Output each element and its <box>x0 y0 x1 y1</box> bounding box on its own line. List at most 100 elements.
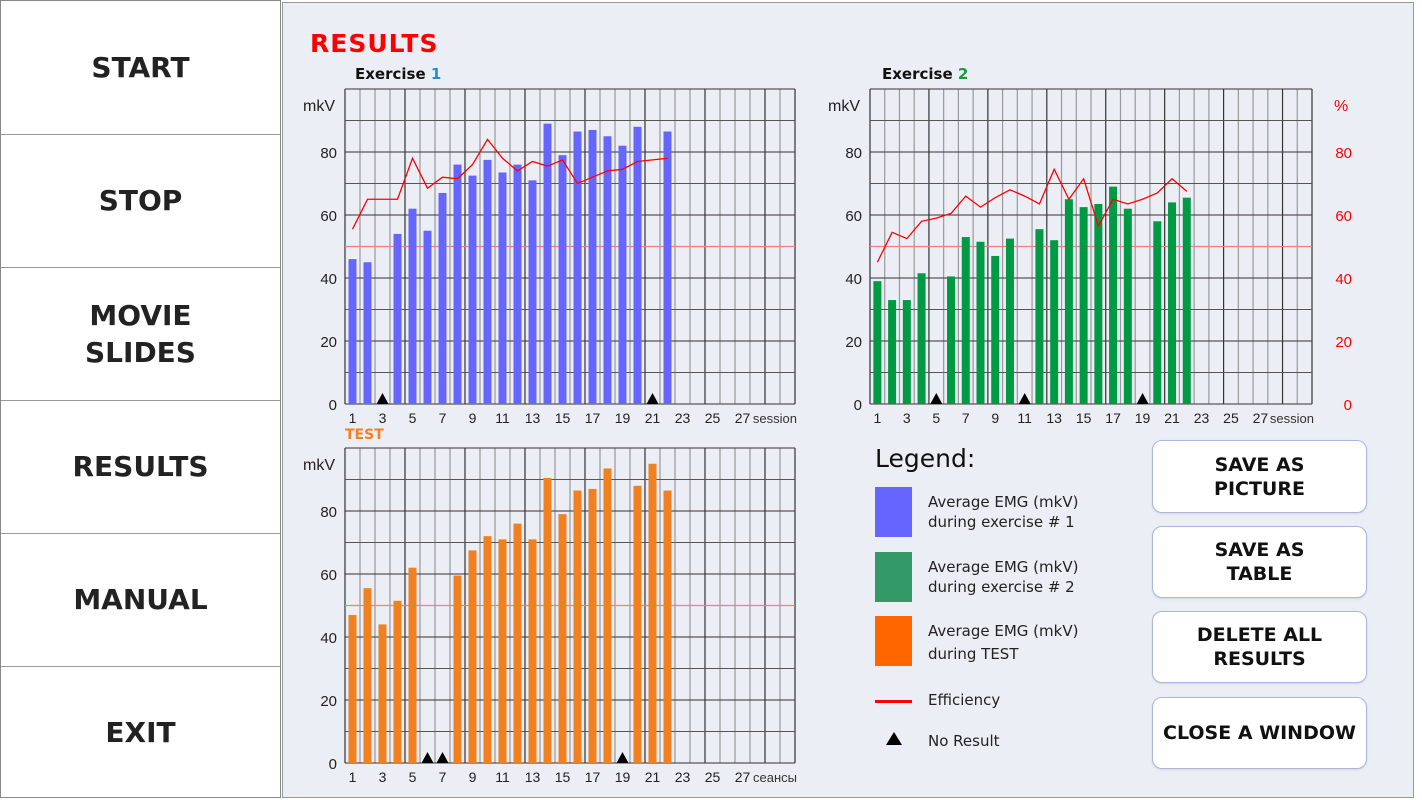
bar <box>393 600 402 763</box>
x-tick-label: 1 <box>349 410 357 426</box>
y-tick-label: 40 <box>320 271 337 288</box>
y2-axis-label: % <box>1334 98 1348 115</box>
efficiency-line-icon <box>875 700 912 703</box>
no-result-marker <box>1018 393 1031 404</box>
bar <box>991 255 1000 404</box>
y-tick-label: 60 <box>845 208 862 225</box>
bar <box>588 488 597 763</box>
x-tick-label: 3 <box>379 410 387 426</box>
efficiency-line <box>351 138 668 230</box>
save-as-picture-button[interactable]: SAVE AS PICTURE <box>1152 440 1367 513</box>
x-tick-label: 25 <box>705 769 721 785</box>
bar <box>348 259 357 404</box>
bar <box>453 164 462 404</box>
no-result-triangle-icon <box>886 732 902 745</box>
bar <box>558 155 567 404</box>
x-tick-label: 27 <box>1253 410 1269 426</box>
y-axis-label: mkV <box>303 98 335 115</box>
save-as-table-button[interactable]: SAVE AS TABLE <box>1152 526 1367 598</box>
bar <box>633 126 642 405</box>
y2-tick-label: 80 <box>1335 145 1352 162</box>
x-tick-label: 1 <box>349 769 357 785</box>
x-tick-label: 25 <box>705 410 721 426</box>
x-tick-label: 19 <box>615 769 631 785</box>
x-tick-label: 3 <box>379 769 387 785</box>
legend-title: Legend: <box>875 444 976 473</box>
x-tick-label: 5 <box>932 410 940 426</box>
movie-slides-button[interactable]: MOVIE SLIDES <box>1 267 280 401</box>
chart-title-number: 1 <box>430 65 442 83</box>
bar <box>663 490 672 763</box>
sidebar: START STOP MOVIE SLIDES RESULTS MANUAL E… <box>0 0 281 798</box>
x-tick-label: 3 <box>903 410 911 426</box>
legend-swatch-exercise-1 <box>875 487 912 537</box>
bar <box>348 614 357 763</box>
x-tick-label: 19 <box>615 410 631 426</box>
bar <box>1035 229 1044 404</box>
bar <box>603 468 612 763</box>
x-tick-label: 13 <box>1046 410 1062 426</box>
chart-title-test: TEST <box>345 427 384 443</box>
bar <box>528 180 537 404</box>
x-tick-label: 13 <box>525 769 541 785</box>
bar <box>902 300 911 404</box>
close-window-button[interactable]: CLOSE A WINDOW <box>1152 697 1367 769</box>
bar <box>468 550 477 763</box>
bar <box>558 514 567 763</box>
bar <box>1182 197 1191 404</box>
x-tick-label: 9 <box>469 410 477 426</box>
bar <box>1153 221 1162 404</box>
y-tick-label: 80 <box>320 145 337 162</box>
bar <box>618 145 627 404</box>
x-tick-label: 17 <box>585 769 601 785</box>
x-tick-label: 25 <box>1223 410 1239 426</box>
y-tick-label: 20 <box>845 334 862 351</box>
y-tick-label: 60 <box>320 208 337 225</box>
x-tick-label: 23 <box>675 410 691 426</box>
x-tick-label: 7 <box>439 410 447 426</box>
x-axis-label: сеансы <box>753 770 797 785</box>
start-button[interactable]: START <box>1 1 280 135</box>
legend-label-exercise-1: Average EMG (mkV) during exercise # 1 <box>928 493 1079 531</box>
bar <box>1005 238 1014 404</box>
results-button[interactable]: RESULTS <box>1 400 280 534</box>
y-axis-label: mkV <box>828 98 860 115</box>
y2-tick-label: 20 <box>1335 334 1352 351</box>
chart-title-exercise-2: Exercise 2 <box>882 65 968 83</box>
bar <box>543 123 552 405</box>
x-tick-label: 17 <box>1105 410 1121 426</box>
y2-tick-label: 40 <box>1335 271 1352 288</box>
x-tick-label: 27 <box>735 769 751 785</box>
x-axis-label: session <box>1270 411 1314 426</box>
x-tick-label: 15 <box>555 410 571 426</box>
bar <box>873 281 882 404</box>
x-axis-label: session <box>753 411 797 426</box>
stop-button[interactable]: STOP <box>1 134 280 268</box>
bar <box>917 273 926 404</box>
bar <box>528 539 537 763</box>
bar <box>498 539 507 763</box>
exit-button[interactable]: EXIT <box>105 716 176 749</box>
no-result-marker <box>436 752 449 763</box>
bar <box>408 208 417 404</box>
no-result-marker <box>930 393 943 404</box>
bar <box>408 567 417 763</box>
bar <box>423 230 432 404</box>
x-tick-label: 21 <box>1164 410 1180 426</box>
x-tick-label: 23 <box>675 769 691 785</box>
bar <box>573 490 582 763</box>
bar <box>543 477 552 763</box>
manual-button[interactable]: MANUAL <box>1 533 280 667</box>
bar <box>393 233 402 404</box>
bar <box>663 131 672 404</box>
bar <box>453 575 462 763</box>
bar <box>513 523 522 763</box>
delete-all-results-button[interactable]: DELETE ALL RESULTS <box>1152 611 1367 683</box>
chart-title-number: 2 <box>957 65 969 83</box>
y-tick-label: 20 <box>320 693 337 710</box>
legend-swatch-test <box>875 616 912 666</box>
x-tick-label: 21 <box>645 410 661 426</box>
y-tick-label: 80 <box>320 504 337 521</box>
x-tick-label: 5 <box>409 410 417 426</box>
